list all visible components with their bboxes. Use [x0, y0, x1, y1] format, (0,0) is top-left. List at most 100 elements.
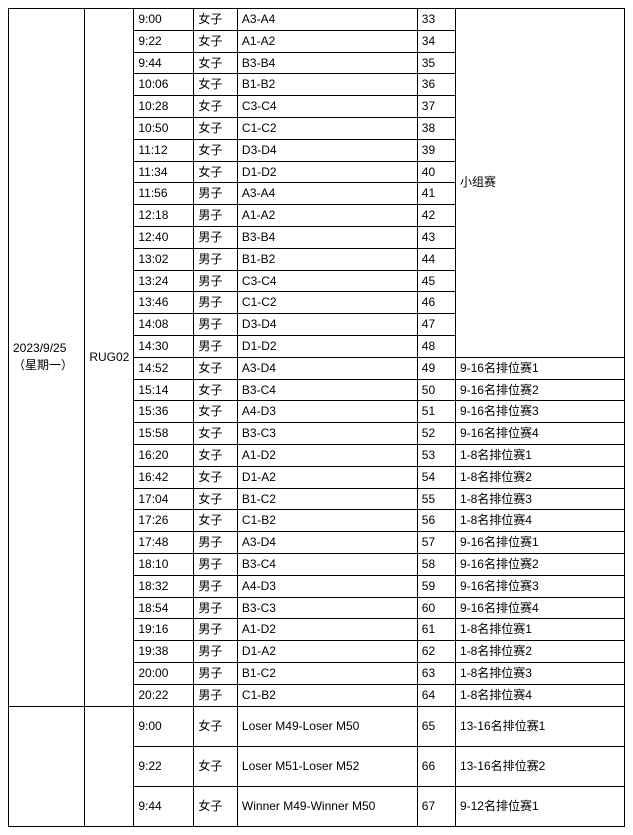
match-cell: C1-B2 [237, 510, 417, 532]
gender-cell: 男子 [194, 226, 238, 248]
table-row: 2023/9/25 （星期一）RUG029:00女子A3-A433小组赛 [9, 9, 625, 31]
gender-cell: 男子 [194, 248, 238, 270]
num-cell: 63 [417, 662, 455, 684]
match-cell: D1-A2 [237, 641, 417, 663]
match-cell: D1-A2 [237, 466, 417, 488]
gender-cell: 女子 [194, 52, 238, 74]
num-cell: 41 [417, 183, 455, 205]
note-cell: 9-16名排位赛3 [455, 401, 624, 423]
gender-cell: 女子 [194, 401, 238, 423]
num-cell: 51 [417, 401, 455, 423]
note-cell: 9-16名排位赛4 [455, 597, 624, 619]
num-cell: 39 [417, 139, 455, 161]
num-cell: 44 [417, 248, 455, 270]
match-cell: A3-D4 [237, 357, 417, 379]
note-cell: 13-16名排位赛1 [455, 706, 624, 746]
time-cell: 18:10 [134, 553, 194, 575]
time-cell: 11:56 [134, 183, 194, 205]
time-cell: 9:44 [134, 786, 194, 826]
note-cell: 1-8名排位赛2 [455, 466, 624, 488]
gender-cell: 男子 [194, 270, 238, 292]
match-cell: C1-C2 [237, 292, 417, 314]
time-cell: 19:16 [134, 619, 194, 641]
gender-cell: 男子 [194, 335, 238, 357]
match-cell: B1-C2 [237, 662, 417, 684]
match-cell: A1-A2 [237, 205, 417, 227]
num-cell: 36 [417, 74, 455, 96]
gender-cell: 女子 [194, 466, 238, 488]
num-cell: 60 [417, 597, 455, 619]
match-cell: Loser M51-Loser M52 [237, 746, 417, 786]
time-cell: 17:48 [134, 532, 194, 554]
gender-cell: 男子 [194, 662, 238, 684]
date-cell: 2023/9/25 （星期一） [9, 9, 85, 707]
gender-cell: 女子 [194, 9, 238, 31]
date-cell [9, 706, 85, 826]
gender-cell: 女子 [194, 379, 238, 401]
note-cell: 1-8名排位赛2 [455, 641, 624, 663]
match-cell: B1-B2 [237, 248, 417, 270]
num-cell: 62 [417, 641, 455, 663]
note-cell: 1-8名排位赛1 [455, 444, 624, 466]
note-cell: 9-16名排位赛3 [455, 575, 624, 597]
num-cell: 40 [417, 161, 455, 183]
time-cell: 9:22 [134, 746, 194, 786]
match-cell: B1-C2 [237, 488, 417, 510]
num-cell: 50 [417, 379, 455, 401]
note-cell: 9-16名排位赛4 [455, 423, 624, 445]
match-cell: C1-B2 [237, 684, 417, 706]
num-cell: 65 [417, 706, 455, 746]
match-cell: B3-C3 [237, 597, 417, 619]
num-cell: 42 [417, 205, 455, 227]
match-cell: A3-A4 [237, 183, 417, 205]
time-cell: 18:32 [134, 575, 194, 597]
num-cell: 61 [417, 619, 455, 641]
num-cell: 49 [417, 357, 455, 379]
match-cell: Winner M49-Winner M50 [237, 786, 417, 826]
num-cell: 52 [417, 423, 455, 445]
time-cell: 19:38 [134, 641, 194, 663]
time-cell: 20:22 [134, 684, 194, 706]
time-cell: 17:26 [134, 510, 194, 532]
num-cell: 37 [417, 96, 455, 118]
time-cell: 15:58 [134, 423, 194, 445]
schedule-table: 2023/9/25 （星期一）RUG029:00女子A3-A433小组赛9:22… [8, 8, 625, 827]
time-cell: 15:14 [134, 379, 194, 401]
time-cell: 9:00 [134, 706, 194, 746]
gender-cell: 男子 [194, 314, 238, 336]
time-cell: 14:30 [134, 335, 194, 357]
note-cell: 9-16名排位赛2 [455, 553, 624, 575]
note-cell: 1-8名排位赛3 [455, 662, 624, 684]
num-cell: 66 [417, 746, 455, 786]
match-cell: A1-D2 [237, 444, 417, 466]
num-cell: 56 [417, 510, 455, 532]
time-cell: 11:34 [134, 161, 194, 183]
note-cell: 1-8名排位赛3 [455, 488, 624, 510]
gender-cell: 女子 [194, 423, 238, 445]
time-cell: 14:08 [134, 314, 194, 336]
match-cell: B3-C4 [237, 379, 417, 401]
num-cell: 67 [417, 786, 455, 826]
gender-cell: 女子 [194, 510, 238, 532]
time-cell: 9:44 [134, 52, 194, 74]
gender-cell: 女子 [194, 74, 238, 96]
match-cell: A1-A2 [237, 30, 417, 52]
note-cell: 9-16名排位赛1 [455, 357, 624, 379]
gender-cell: 女子 [194, 30, 238, 52]
gender-cell: 男子 [194, 641, 238, 663]
num-cell: 33 [417, 9, 455, 31]
num-cell: 47 [417, 314, 455, 336]
note-cell: 13-16名排位赛2 [455, 746, 624, 786]
match-cell: A3-A4 [237, 9, 417, 31]
num-cell: 48 [417, 335, 455, 357]
time-cell: 10:06 [134, 74, 194, 96]
time-cell: 13:46 [134, 292, 194, 314]
num-cell: 59 [417, 575, 455, 597]
match-cell: D1-D2 [237, 161, 417, 183]
gender-cell: 男子 [194, 553, 238, 575]
num-cell: 64 [417, 684, 455, 706]
gender-cell: 女子 [194, 444, 238, 466]
match-cell: B3-C4 [237, 553, 417, 575]
gender-cell: 女子 [194, 706, 238, 746]
time-cell: 9:22 [134, 30, 194, 52]
